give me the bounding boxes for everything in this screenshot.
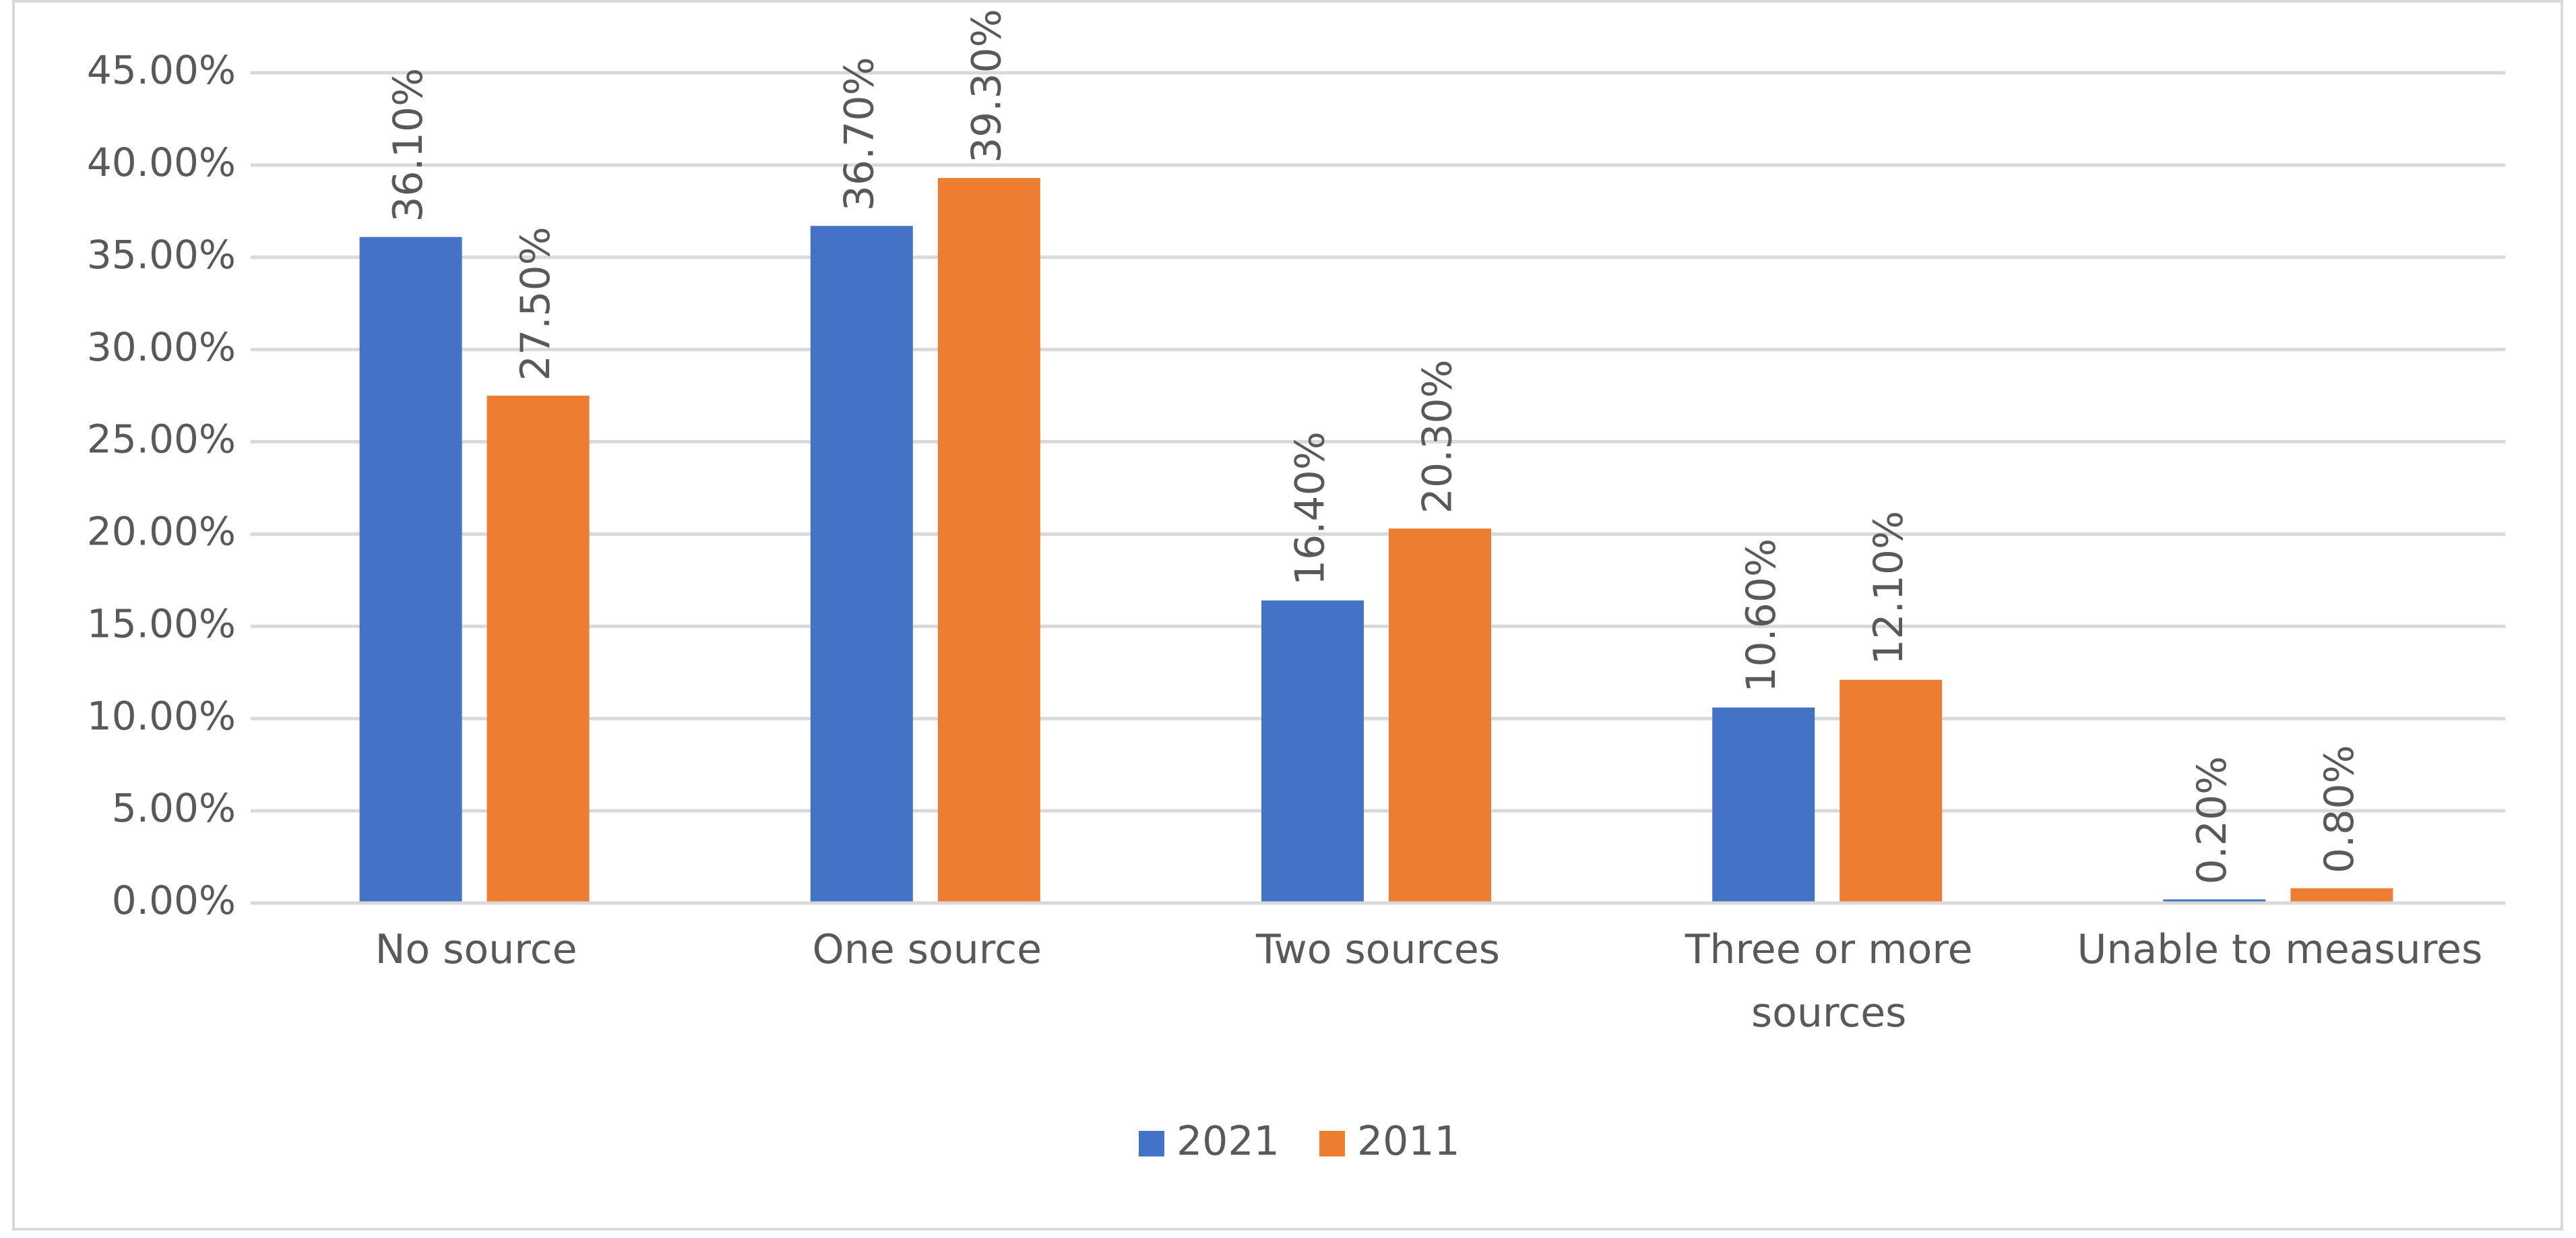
value-label: 36.70% <box>836 57 883 211</box>
bar <box>937 178 1040 903</box>
bar <box>810 226 913 903</box>
x-tick-label: No source <box>375 926 577 973</box>
bar <box>2290 888 2393 903</box>
bar <box>1712 707 1815 903</box>
bar <box>1261 600 1364 903</box>
bar <box>1840 679 1943 903</box>
y-tick-label: 20.00% <box>87 509 236 555</box>
x-tick-label: Unable to measures <box>2077 926 2483 973</box>
y-tick-label: 5.00% <box>112 785 236 831</box>
value-label: 36.10% <box>385 68 432 222</box>
y-tick-label: 45.00% <box>87 47 236 93</box>
value-label: 20.30% <box>1414 359 1462 514</box>
y-tick-label: 30.00% <box>87 324 236 370</box>
legend-label: 2011 <box>1357 1118 1460 1165</box>
x-tick-label: Three or more sources <box>1685 926 1973 1036</box>
bar <box>1389 528 1491 903</box>
x-tick-label: One source <box>812 926 1042 973</box>
bar <box>2163 899 2266 903</box>
legend-label: 2021 <box>1176 1118 1280 1165</box>
x-tick-label-box: No source <box>375 926 577 973</box>
x-tick-label-box: Three or more sources <box>1685 926 1973 1036</box>
legend-swatch <box>1139 1131 1164 1156</box>
y-tick-label: 10.00% <box>87 693 236 739</box>
bar <box>359 237 462 903</box>
y-tick-label: 40.00% <box>87 140 236 185</box>
value-label: 16.40% <box>1287 431 1334 586</box>
legend-swatch <box>1319 1131 1345 1156</box>
y-tick-label: 35.00% <box>87 232 236 278</box>
value-label: 0.80% <box>2316 745 2363 873</box>
x-tick-label-box: Two sources <box>1255 926 1501 973</box>
x-tick-label: Two sources <box>1255 926 1501 973</box>
value-label: 0.20% <box>2189 756 2236 885</box>
value-label: 12.10% <box>1865 511 1912 665</box>
y-tick-label: 0.00% <box>112 877 236 923</box>
value-label: 10.60% <box>1738 538 1785 693</box>
bar <box>486 396 590 903</box>
value-label: 39.30% <box>963 9 1010 163</box>
value-label: 27.50% <box>512 226 559 381</box>
x-tick-label-box: Unable to measures <box>2077 926 2483 973</box>
x-tick-label-box: One source <box>812 926 1042 973</box>
y-tick-label: 15.00% <box>87 600 236 646</box>
y-tick-label: 25.00% <box>87 416 236 462</box>
